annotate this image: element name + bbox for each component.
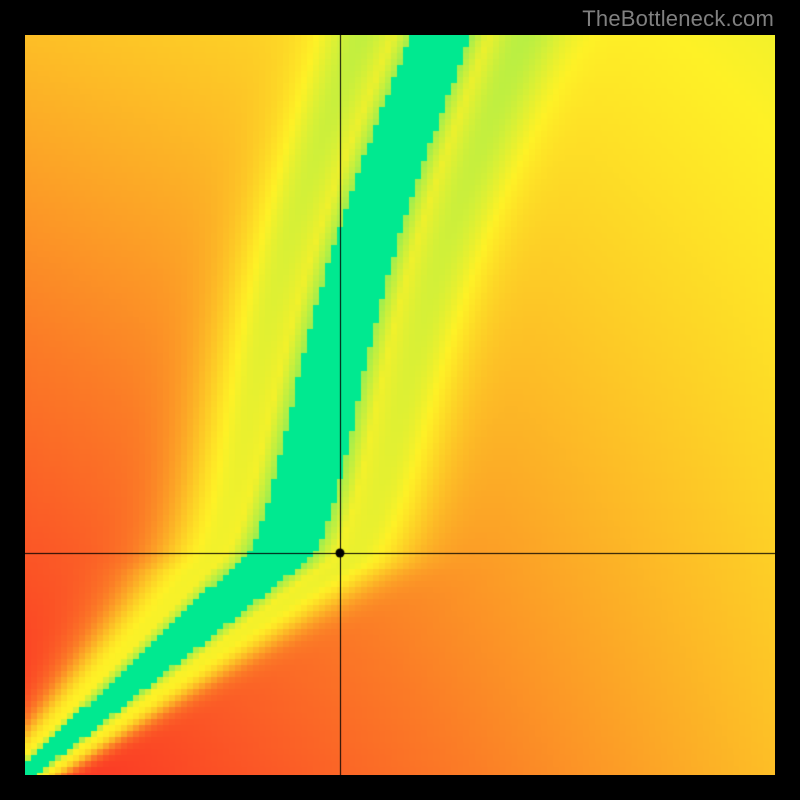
chart-container: TheBottleneck.com [0, 0, 800, 800]
watermark-text: TheBottleneck.com [582, 6, 774, 32]
bottleneck-heatmap [25, 35, 775, 775]
